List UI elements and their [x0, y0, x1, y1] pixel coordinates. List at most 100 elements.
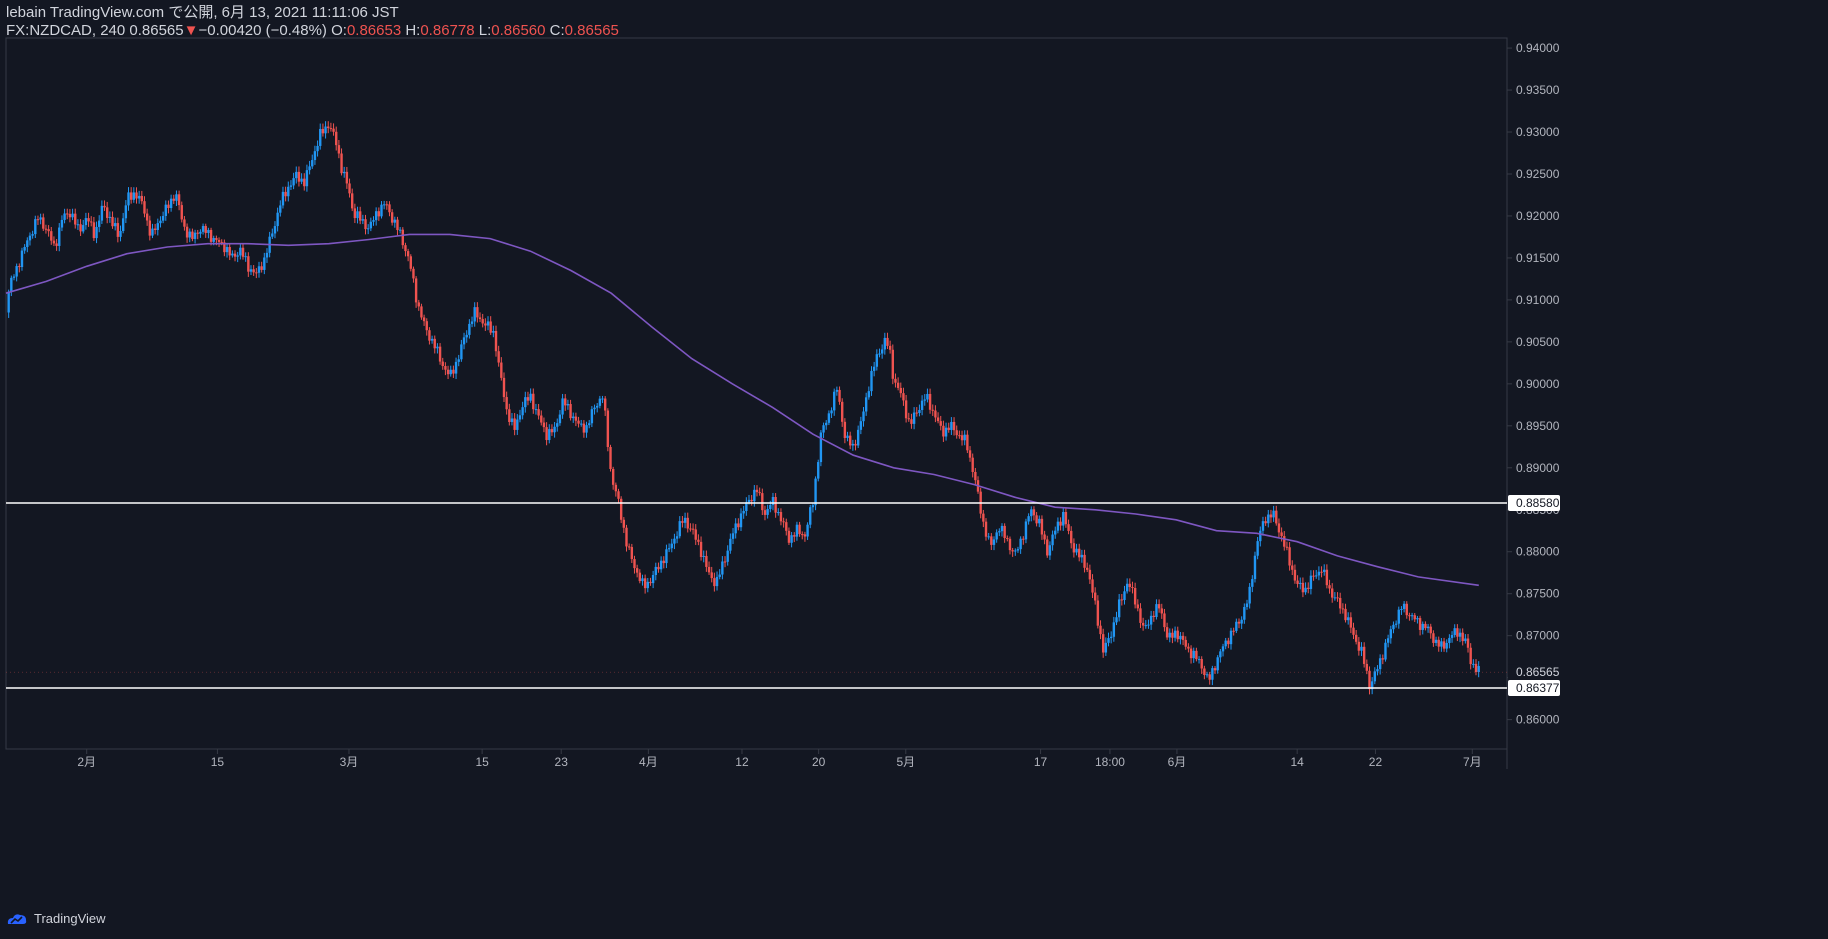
candle-body: [1203, 668, 1206, 676]
candle-body: [582, 423, 586, 433]
ohlc-legend: FX:NZDCAD, 240 0.86565▼−0.00420 (−0.48%)…: [6, 22, 619, 39]
high-label: H:: [405, 22, 421, 39]
candle-body: [990, 536, 993, 545]
candle-body: [361, 219, 365, 221]
candle-body: [617, 491, 620, 499]
candle-body: [358, 211, 362, 221]
candle-body: [899, 387, 902, 394]
candle-body: [7, 291, 10, 313]
candle-body: [1216, 657, 1219, 671]
candle-body: [1365, 663, 1369, 671]
candle-body: [1429, 626, 1432, 634]
candle-body: [1115, 617, 1118, 623]
candle-body: [454, 361, 458, 374]
candle-body: [1043, 534, 1046, 540]
candle-body: [1312, 575, 1315, 577]
candle-body: [79, 224, 82, 232]
symbol-label[interactable]: FX:NZDCAD: [6, 22, 92, 39]
x-tick-label: 7月: [1463, 755, 1482, 769]
candle-body: [934, 410, 937, 418]
candle-body: [665, 549, 668, 564]
candle-body: [95, 226, 98, 239]
candle-body: [713, 578, 716, 587]
candle-body: [121, 218, 125, 231]
candle-body: [50, 231, 53, 241]
candle-body: [585, 425, 588, 433]
candle-body: [939, 421, 942, 426]
candle-body: [103, 205, 106, 208]
candle-body: [1445, 642, 1448, 649]
candle-body: [327, 126, 330, 129]
candle-body: [614, 484, 618, 492]
candle-body: [1014, 550, 1017, 552]
candle-body: [236, 255, 239, 257]
candle-body: [1275, 510, 1278, 524]
level-price-tag: [1508, 679, 1560, 696]
candle-body: [846, 435, 849, 438]
candle-body: [710, 572, 713, 579]
candle-body: [1394, 623, 1398, 625]
candle-body: [548, 429, 551, 441]
candle-body: [497, 351, 500, 363]
candle-body: [1333, 597, 1337, 599]
candle-body: [534, 409, 538, 411]
candle-body: [593, 407, 596, 410]
tradingview-footer[interactable]: TradingView: [6, 911, 106, 926]
interval-label[interactable]: 240: [100, 22, 126, 39]
candle-body: [952, 421, 956, 431]
candle-body: [1346, 617, 1350, 621]
candle-body: [1200, 659, 1203, 669]
candle-body: [12, 276, 16, 278]
candle-body: [1000, 525, 1004, 532]
candle-body: [995, 532, 998, 540]
candle-body: [1067, 524, 1070, 531]
candle-body: [460, 344, 463, 360]
candle-body: [98, 220, 101, 227]
candle-body: [217, 239, 221, 242]
candle-body: [1434, 639, 1438, 643]
candle-body: [436, 346, 439, 349]
candle-body: [875, 354, 879, 367]
candle-body: [90, 221, 93, 223]
high-value: 0.86778: [420, 22, 475, 39]
candle-body: [417, 302, 420, 307]
open-value: 0.86653: [346, 22, 402, 39]
candle-body: [1352, 627, 1355, 635]
candle-body: [827, 413, 831, 423]
candle-body: [848, 435, 852, 446]
candle-body: [912, 412, 916, 424]
candle-body: [297, 171, 301, 182]
candle-body: [1283, 536, 1286, 547]
candle-body: [10, 277, 13, 292]
candle-body: [71, 213, 74, 218]
candle-body: [508, 409, 511, 422]
candle-body: [409, 256, 412, 269]
candle-body: [1408, 615, 1411, 617]
candle-body: [1288, 547, 1291, 566]
candle-body: [510, 418, 514, 422]
candle-body: [212, 238, 215, 242]
candle-body: [1440, 641, 1443, 647]
candle-body: [966, 434, 969, 451]
candle-body: [284, 191, 287, 197]
candle-body: [473, 307, 476, 322]
candle-body: [252, 269, 255, 273]
candle-body: [1341, 608, 1345, 610]
candle-body: [753, 489, 756, 502]
candle-body: [148, 220, 152, 236]
candle-body: [625, 527, 628, 547]
candle-body: [124, 205, 128, 219]
candle-body: [1285, 546, 1289, 548]
candle-body: [1323, 569, 1326, 572]
candle-body: [838, 389, 841, 402]
candle-body: [1080, 554, 1084, 558]
candle-body: [1293, 569, 1297, 581]
candle-body: [556, 423, 559, 427]
candle-body: [249, 269, 253, 272]
candle-body: [790, 535, 793, 543]
candle-body: [1229, 630, 1233, 645]
candle-body: [175, 194, 178, 201]
candle-body: [1418, 618, 1422, 630]
candle-body: [18, 266, 21, 268]
